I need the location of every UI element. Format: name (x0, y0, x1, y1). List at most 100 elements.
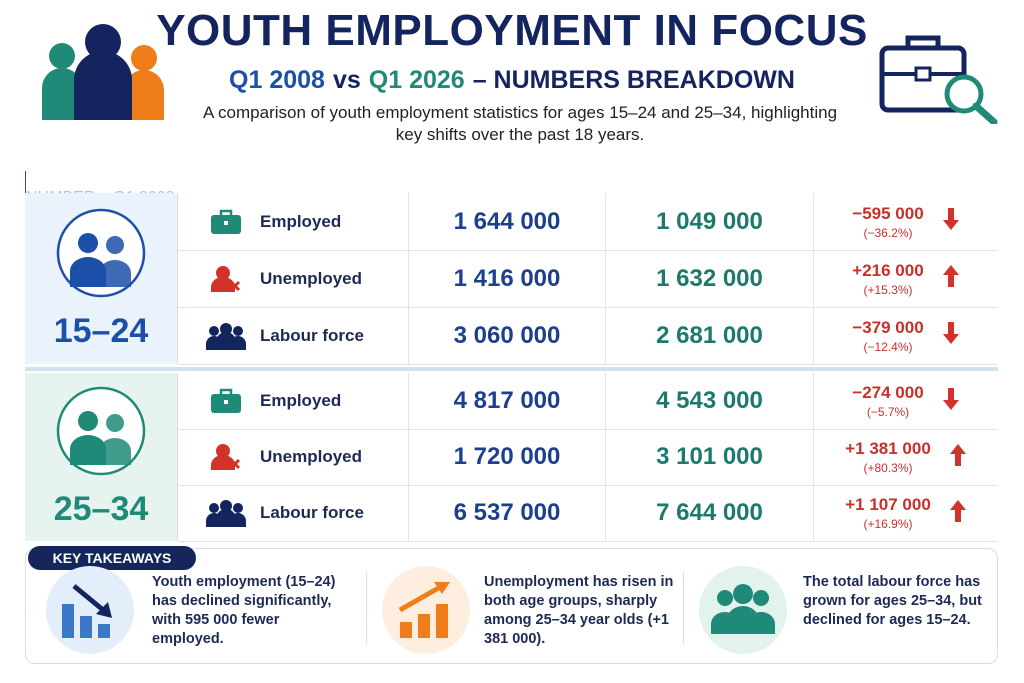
change-value: −379 000 (852, 317, 924, 337)
status-label: Employed (260, 391, 342, 410)
icon-part (206, 331, 246, 350)
icon-part (944, 74, 984, 114)
change-percent: (−5.7%) (866, 405, 910, 419)
age-avatar (55, 385, 147, 482)
icon-part (211, 265, 241, 292)
icon-part (949, 499, 966, 522)
age-group-cell: 15–24 (25, 193, 178, 364)
takeaways-title: KEY TAKEAWAYS (28, 546, 196, 570)
status-cell: Unemployed (178, 429, 408, 485)
icon-part (211, 388, 241, 413)
change-text: −274 000 (−5.7%) (852, 383, 923, 419)
icon-part (211, 455, 235, 470)
takeaway-icon (697, 564, 789, 661)
group-divider (25, 367, 998, 371)
change-cell: −379 000 (−12.4%) (813, 307, 998, 364)
icon-part (398, 583, 444, 613)
status-icon (206, 442, 246, 472)
status-label: Labour force (260, 503, 364, 522)
icon-part (711, 606, 775, 634)
change-cell: −595 000 (−36.2%) (813, 193, 998, 250)
change-value: −595 000 (852, 203, 924, 223)
table-row (178, 250, 998, 308)
age-group-cell: 25–34 (25, 373, 178, 541)
change-text: +1 381 000 (+80.3%) (845, 439, 931, 475)
status-icon (206, 387, 246, 415)
change-percent: (−36.2%) (863, 225, 913, 240)
subtitle: Q1 2008 vs Q1 2026– NUMBERS BREAKDOWN (0, 66, 1024, 95)
icon-part (382, 566, 470, 654)
change-arrow (949, 499, 967, 528)
icon-part (56, 386, 146, 476)
icon-part (62, 604, 74, 638)
icon-part (434, 582, 450, 594)
icon-part (78, 232, 98, 253)
icon-part (99, 259, 131, 287)
number-2008: 1 720 000 (408, 429, 605, 485)
icon-part (219, 209, 233, 215)
subtitle-part: – NUMBERS BREAKDOWN (472, 66, 795, 94)
icon-part (99, 438, 131, 465)
number-2008: 3 060 000 (408, 307, 605, 364)
number-2008: 1 416 000 (408, 250, 605, 307)
status-cell: Labour force (178, 307, 408, 364)
takeaway-text: The total labour force has grown for age… (803, 574, 982, 628)
icon-part (206, 322, 246, 350)
number-2008: 1 644 000 (408, 193, 605, 250)
icon-part (220, 500, 232, 512)
icon-part (211, 209, 241, 234)
change-text: +1 107 000 (+16.9%) (845, 495, 931, 531)
change-value: +1 381 000 (845, 439, 931, 458)
table-row (178, 429, 998, 486)
icon-part (206, 500, 246, 527)
icon-part (233, 325, 243, 336)
number-2026: 1 049 000 (605, 193, 813, 250)
change-arrow (942, 264, 960, 293)
number-2026: 7 644 000 (605, 485, 813, 541)
takeaway-separator (366, 572, 367, 644)
change-arrow (942, 207, 960, 236)
icon-part (418, 614, 430, 638)
icon-part (914, 66, 932, 82)
status-label: Unemployed (260, 447, 363, 466)
subtitle-part: Q1 2026 (368, 66, 465, 94)
change-value: +216 000 (852, 260, 924, 280)
status-cell: Labour force (178, 485, 408, 541)
takeaway-text: Unemployment has risen in both age group… (484, 574, 674, 647)
status-cell: Employed (178, 193, 408, 250)
icon-part (229, 280, 241, 291)
status-cell: Unemployed (178, 250, 408, 307)
icon-part (49, 43, 75, 69)
icon-part (106, 235, 124, 254)
icon-part (85, 24, 121, 60)
icon-part (942, 387, 959, 410)
icon-part (224, 220, 228, 225)
column-header: AGE GROUP (25, 153, 122, 170)
change-text: −595 000 (−36.2%) (852, 204, 923, 240)
change-percent: (−12.4%) (863, 339, 913, 354)
icon-part (80, 616, 92, 638)
icon-part (382, 566, 470, 654)
number-2008: 6 537 000 (408, 485, 605, 541)
icon-part (949, 443, 966, 466)
icon-part (224, 400, 228, 404)
icon-part (219, 388, 233, 394)
subtitle-part: Q1 2008 (229, 66, 325, 94)
change-cell: +1 107 000 (+16.9%) (813, 485, 998, 541)
icon-part (942, 322, 959, 344)
number-2008: 4 817 000 (408, 373, 605, 429)
change-value: −274 000 (852, 383, 924, 402)
icon-part (46, 566, 134, 654)
icon-part (70, 256, 106, 287)
change-arrow (942, 387, 960, 416)
icon-part (717, 590, 733, 606)
change-percent: (+15.3%) (863, 282, 913, 297)
icon-part (70, 435, 106, 465)
icon-part (905, 35, 941, 48)
change-arrow (942, 321, 960, 350)
age-group-label: 15–24 (53, 311, 149, 350)
status-label: Labour force (260, 325, 364, 345)
icon-part (942, 265, 959, 287)
